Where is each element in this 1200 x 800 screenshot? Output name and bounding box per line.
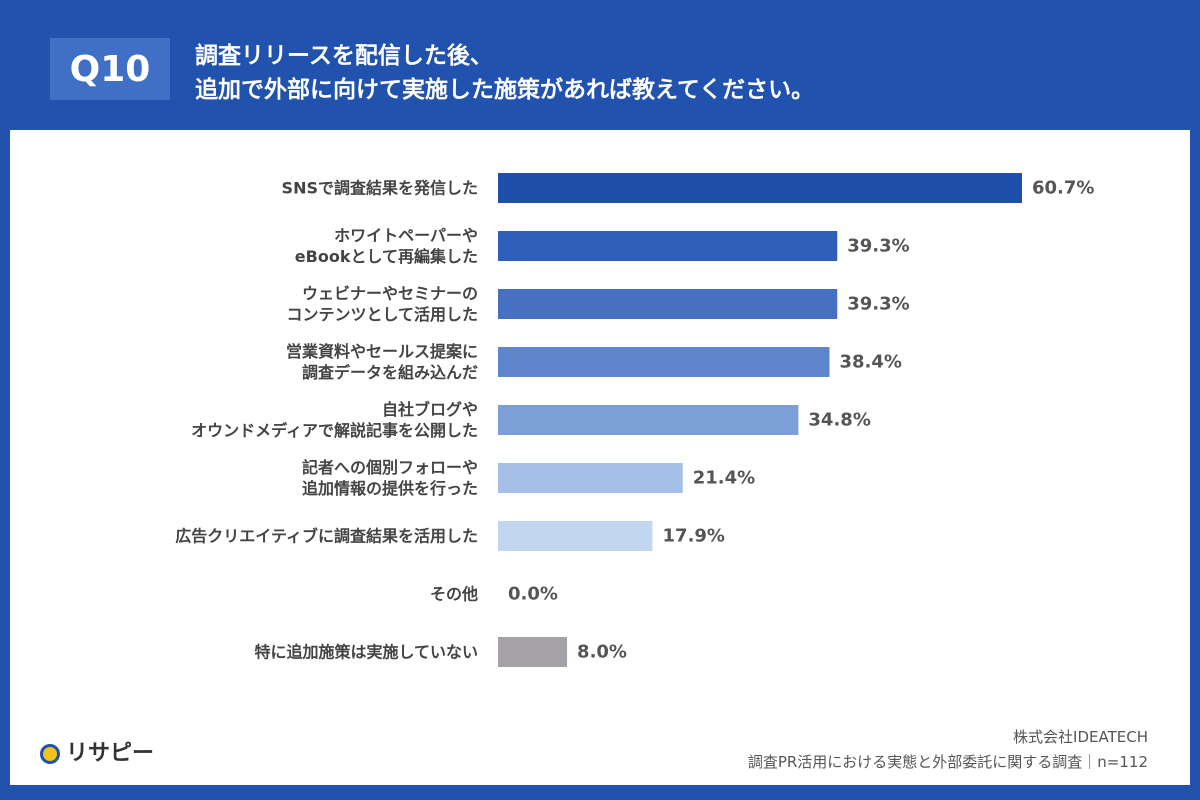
category-label: ウェビナーやセミナーの コンテンツとして活用した <box>286 284 478 324</box>
category-label: 特に追加施策は実施していない <box>254 642 478 662</box>
category-label: 自社ブログや オウンドメディアで解説記事を公開した <box>191 400 478 440</box>
bar <box>498 463 683 493</box>
bar <box>498 347 830 377</box>
category-label: SNSで調査結果を発信した <box>281 178 478 198</box>
source: 株式会社IDEATECH <box>1013 728 1148 746</box>
value-label: 0.0% <box>508 583 558 605</box>
question-badge: Q10 <box>50 38 170 100</box>
title-line: 追加で外部に向けて実施した施策があれば教えてください。 <box>195 77 815 103</box>
value-label: 39.3% <box>847 293 910 315</box>
category-label: 記者への個別フォローや 追加情報の提供を行った <box>301 458 478 498</box>
bar <box>498 521 653 551</box>
value-label: 60.7% <box>1032 177 1095 199</box>
value-label: 21.4% <box>692 467 756 489</box>
value-label: 39.3% <box>847 235 910 257</box>
title-line: 調査リリースを配信した後、 <box>195 43 493 69</box>
survey-note: 調査PR活用における実態と外部委託に関する調査｜n=112 <box>747 753 1148 771</box>
category-label: 営業資料やセールス提案に 調査データを組み込んだ <box>285 342 478 382</box>
category-label: その他 <box>429 584 478 604</box>
logo: リサピー <box>40 735 154 767</box>
bar <box>498 289 838 319</box>
logo-text: リサピー <box>66 741 155 766</box>
bar <box>498 405 799 435</box>
category-label: ホワイトペーパーや eBookとして再編集した <box>294 226 478 266</box>
value-label: 8.0% <box>577 641 627 663</box>
value-label: 38.4% <box>839 351 902 373</box>
logo-icon <box>40 744 60 764</box>
category-label: 広告クリエイティブに調査結果を活用した <box>175 526 478 546</box>
value-label: 34.8% <box>808 409 871 431</box>
bar <box>498 173 1022 203</box>
value-label: 17.9% <box>662 525 725 547</box>
bar <box>498 637 568 667</box>
bar <box>498 231 838 261</box>
